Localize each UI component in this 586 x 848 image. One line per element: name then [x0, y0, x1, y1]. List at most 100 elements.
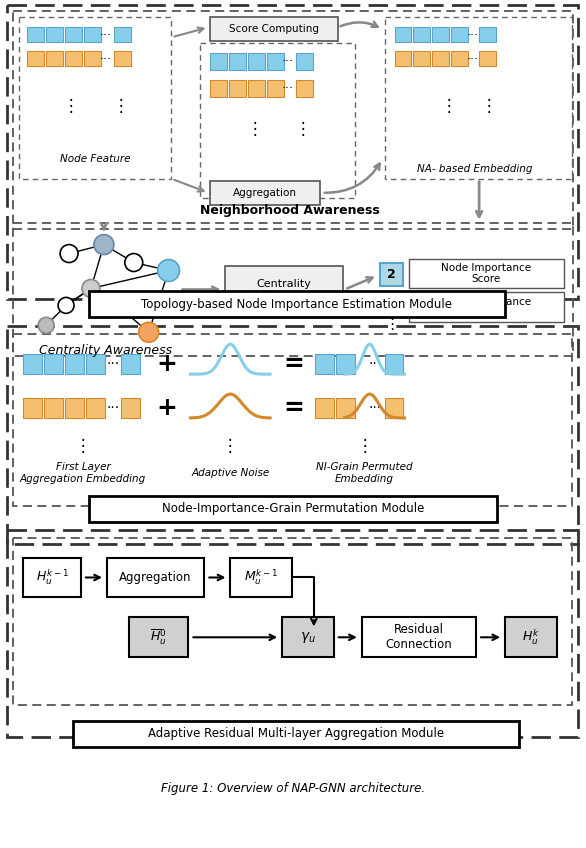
Bar [73, 721, 519, 747]
Text: ⋮: ⋮ [481, 97, 498, 115]
Text: ···: ··· [106, 401, 120, 415]
Text: Node Feature: Node Feature [60, 153, 130, 164]
Text: Aggregation: Aggregation [233, 187, 297, 198]
Bar [384, 17, 572, 179]
Text: ···: ··· [466, 53, 478, 65]
Bar [414, 51, 430, 66]
Text: Centrality Awareness: Centrality Awareness [39, 343, 172, 357]
Text: +: + [156, 352, 177, 377]
Bar [107, 558, 205, 598]
Bar [44, 398, 63, 418]
Bar [84, 27, 101, 42]
Bar [226, 265, 343, 314]
Circle shape [125, 254, 143, 271]
Text: ···: ··· [368, 357, 381, 371]
Bar [248, 80, 265, 97]
Bar [114, 51, 131, 66]
Bar [336, 354, 355, 374]
Text: ···: ··· [282, 81, 294, 95]
Text: =: = [284, 352, 305, 377]
Bar [432, 51, 449, 66]
Bar [267, 53, 284, 70]
Bar [315, 398, 334, 418]
Bar [8, 5, 578, 299]
Bar [65, 27, 82, 42]
Bar [13, 334, 572, 505]
Text: $\overline{H}_u^0$: $\overline{H}_u^0$ [150, 628, 167, 647]
Circle shape [158, 259, 179, 282]
Text: Node-Importance-Grain Permutation Module: Node-Importance-Grain Permutation Module [162, 502, 424, 516]
Text: NI-Grain Permuted
Embedding: NI-Grain Permuted Embedding [316, 462, 413, 483]
Text: ⋮: ⋮ [74, 437, 91, 455]
Circle shape [94, 235, 114, 254]
Text: First Layer
Aggregation Embedding: First Layer Aggregation Embedding [20, 462, 146, 483]
Text: ⋮: ⋮ [222, 437, 239, 455]
Bar [129, 617, 189, 657]
Bar [121, 398, 139, 418]
Circle shape [58, 298, 74, 314]
Bar [229, 80, 246, 97]
Bar [23, 398, 42, 418]
Text: ⋮: ⋮ [441, 97, 458, 115]
Bar [229, 53, 246, 70]
Text: Node Importance
Score: Node Importance Score [441, 263, 531, 284]
Text: ···: ··· [466, 29, 478, 42]
Bar [451, 51, 468, 66]
Text: Centrality
Adjustment: Centrality Adjustment [252, 279, 316, 300]
Text: Adaptive Noise: Adaptive Noise [191, 468, 270, 477]
Circle shape [38, 317, 54, 333]
Bar [296, 53, 313, 70]
Bar [23, 354, 42, 374]
Bar [410, 293, 564, 322]
Bar [315, 354, 334, 374]
Text: NA- based Embedding: NA- based Embedding [417, 164, 533, 174]
Bar [28, 51, 44, 66]
Text: Figure 1: Overview of NAP-GNN architecture.: Figure 1: Overview of NAP-GNN architectu… [161, 783, 425, 795]
Bar [384, 398, 404, 418]
Bar [267, 80, 284, 97]
Circle shape [112, 299, 130, 317]
Bar [23, 558, 81, 598]
Circle shape [139, 322, 159, 343]
Text: $H_u^{k-1}$: $H_u^{k-1}$ [36, 568, 69, 587]
Circle shape [82, 280, 100, 298]
Bar [380, 263, 404, 287]
Text: ⋮: ⋮ [356, 437, 373, 455]
Bar [84, 51, 101, 66]
Bar [8, 530, 578, 737]
Bar [65, 354, 84, 374]
Text: Residual
Connection: Residual Connection [385, 623, 452, 651]
Bar [65, 398, 84, 418]
Bar [13, 538, 572, 705]
Bar [89, 496, 497, 522]
Bar [384, 354, 404, 374]
Bar [432, 27, 449, 42]
Bar [210, 17, 338, 42]
Text: ···: ··· [282, 54, 294, 68]
Bar [380, 293, 404, 317]
Text: ⋮: ⋮ [295, 120, 311, 138]
Bar [394, 51, 411, 66]
Bar [46, 27, 63, 42]
Bar [114, 27, 131, 42]
Text: ···: ··· [106, 357, 120, 371]
Text: ⋮: ⋮ [113, 97, 129, 115]
Bar [46, 51, 63, 66]
Text: Adaptive Residual Multi-layer Aggregation Module: Adaptive Residual Multi-layer Aggregatio… [148, 728, 444, 740]
Bar [410, 259, 564, 288]
Bar [86, 354, 105, 374]
Circle shape [60, 244, 78, 263]
Text: 2: 2 [387, 268, 396, 281]
Text: =: = [284, 396, 305, 420]
Text: ⋮: ⋮ [247, 120, 264, 138]
Bar [121, 354, 139, 374]
Bar [479, 27, 496, 42]
Text: Node Importance
Rank: Node Importance Rank [441, 297, 531, 318]
Bar [479, 51, 496, 66]
Text: ⋮: ⋮ [384, 317, 399, 332]
Bar [451, 27, 468, 42]
Text: Aggregation: Aggregation [120, 571, 192, 584]
Text: +: + [156, 396, 177, 420]
Bar [8, 326, 578, 544]
Bar [362, 617, 476, 657]
